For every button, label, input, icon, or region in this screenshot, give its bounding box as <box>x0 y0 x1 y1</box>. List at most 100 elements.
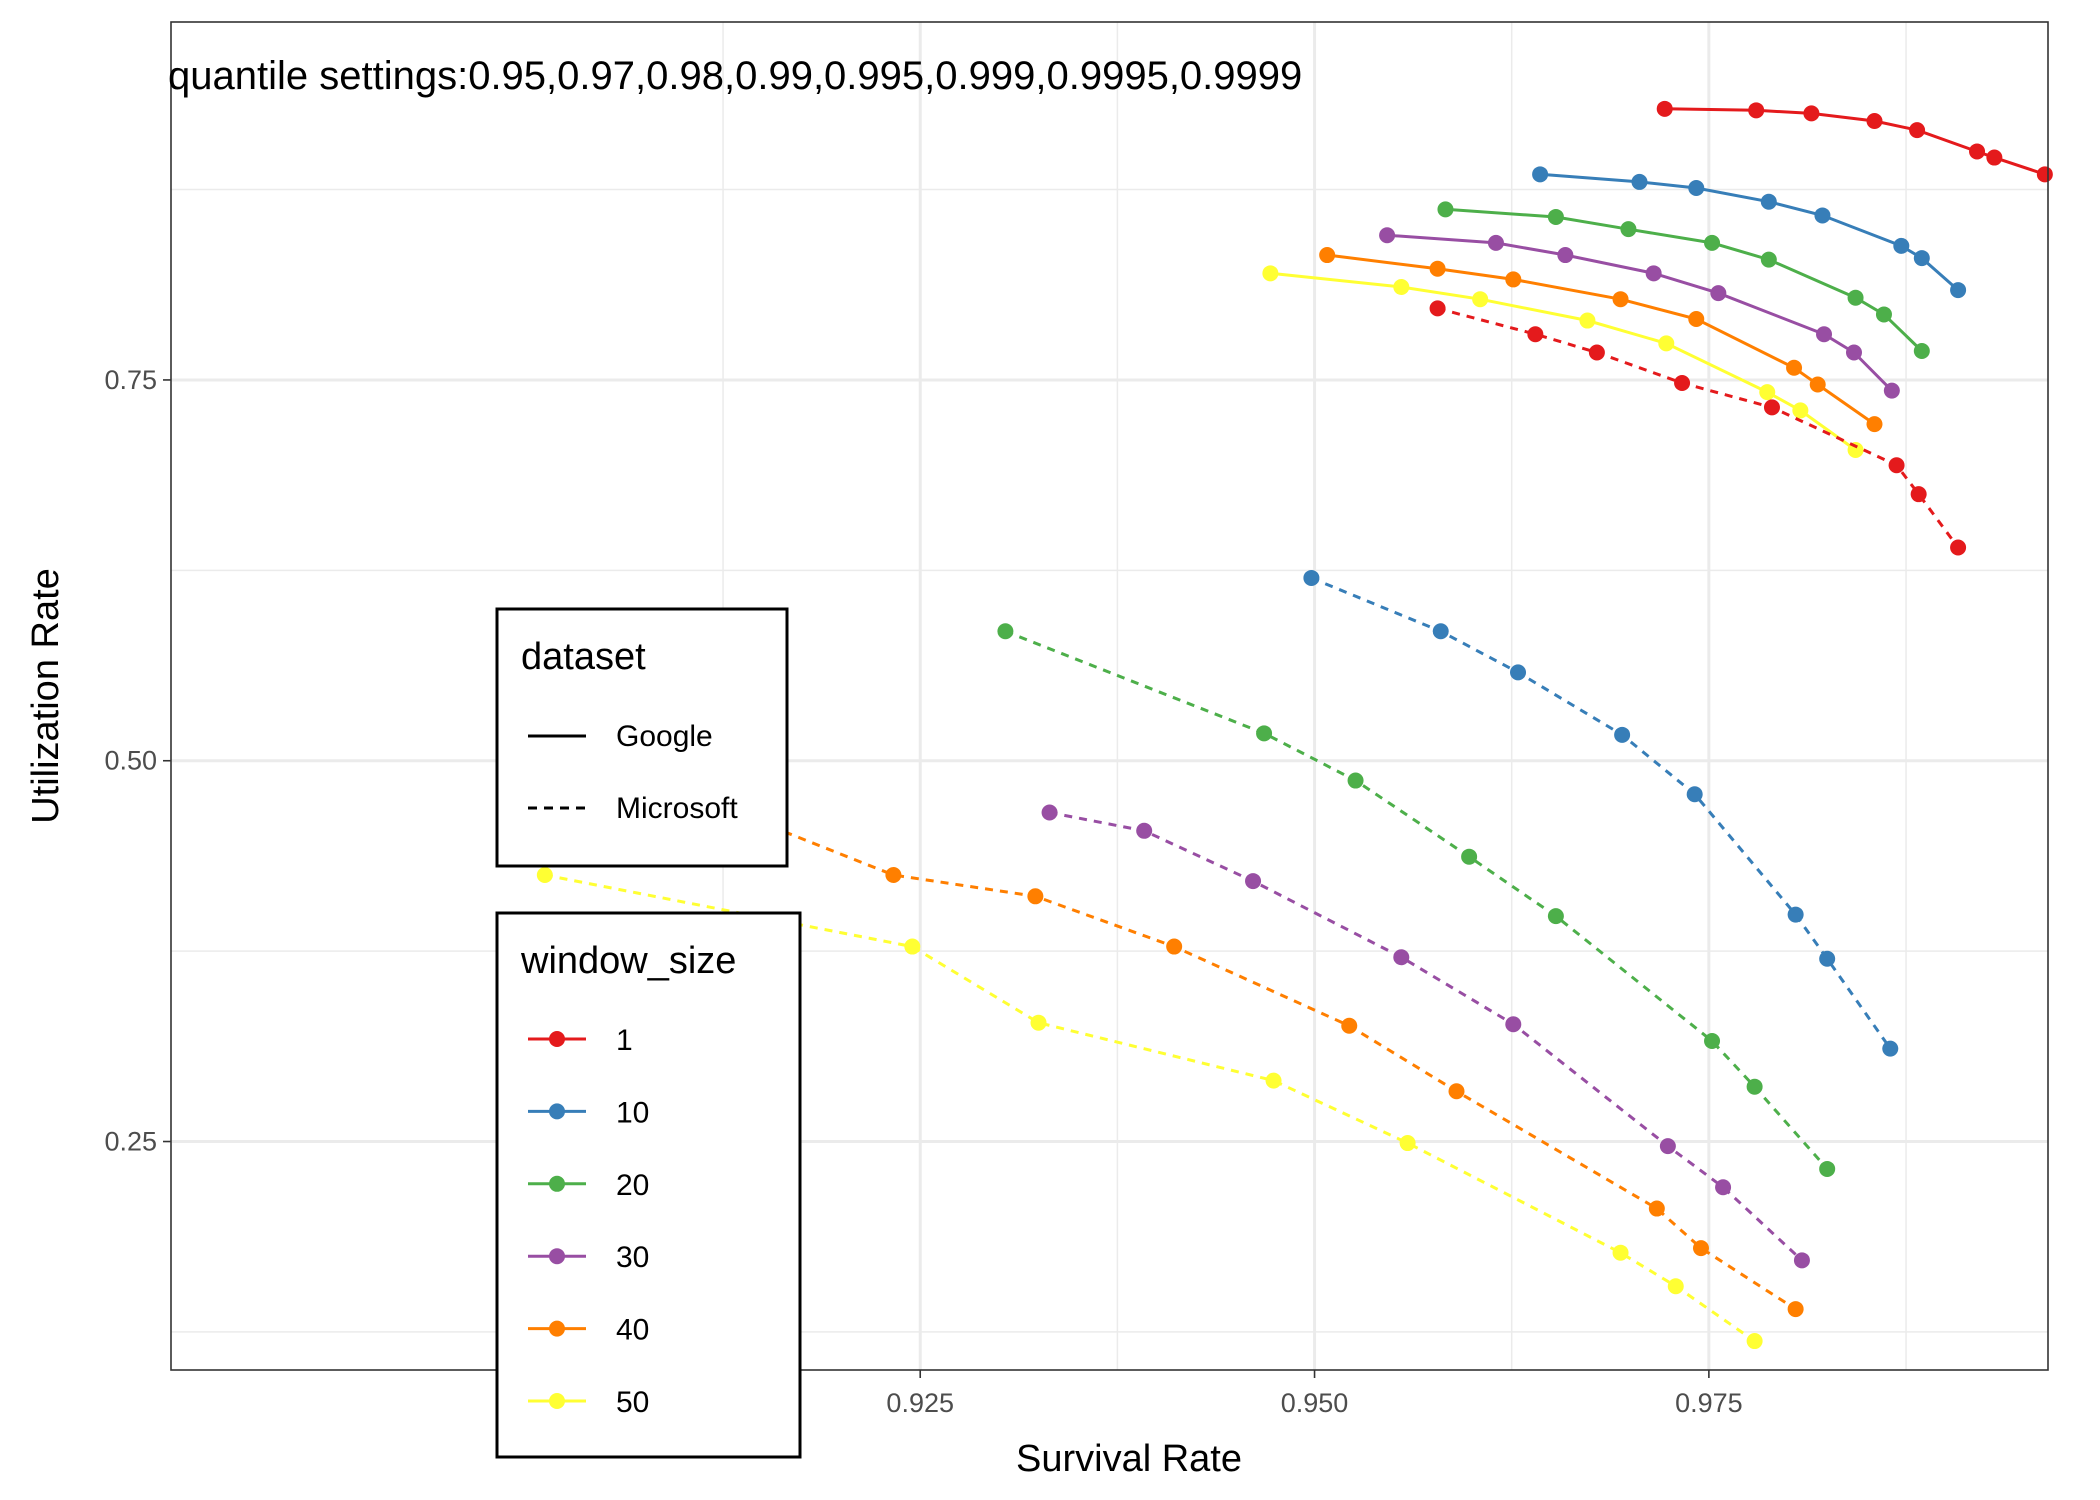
series-layer <box>536 100 2053 1350</box>
data-point <box>1913 343 1930 360</box>
data-point <box>885 866 902 883</box>
plot-panel-border <box>170 21 2049 1371</box>
data-point <box>1612 291 1629 308</box>
data-point <box>1845 344 1862 361</box>
data-point <box>1588 344 1605 361</box>
series-google-window-10 <box>1532 166 1967 299</box>
data-point <box>1645 265 1662 282</box>
legend-key-point-window-50 <box>549 1393 565 1409</box>
data-point <box>1614 726 1631 743</box>
legend-label-window-30: 30 <box>616 1241 649 1274</box>
data-point <box>1688 180 1705 197</box>
series-line <box>1004 629 1829 1170</box>
data-point <box>1950 282 1967 299</box>
legend-key-point-window-30 <box>549 1248 565 1265</box>
series-line <box>1310 576 1892 1050</box>
data-point <box>1612 1244 1629 1261</box>
legend-dataset-label-microsoft: Microsoft <box>616 792 738 825</box>
data-point <box>1265 1072 1282 1089</box>
data-point <box>1819 950 1836 967</box>
data-point <box>1715 1179 1732 1196</box>
data-point <box>1910 486 1927 503</box>
data-point <box>1792 402 1809 419</box>
data-point <box>1883 382 1900 399</box>
data-point <box>1399 1135 1416 1152</box>
series-microsoft-window-10 <box>1303 569 1899 1057</box>
data-point <box>536 866 553 883</box>
data-point <box>1893 237 1910 254</box>
data-point <box>1527 326 1544 343</box>
data-point <box>2036 166 2053 183</box>
data-point <box>1658 335 1675 352</box>
data-point <box>1429 300 1446 317</box>
data-point <box>1487 234 1504 251</box>
data-point <box>1461 848 1478 865</box>
data-point <box>1648 1200 1665 1217</box>
y-tick-label: 0.50 <box>104 746 157 776</box>
data-point <box>1875 306 1892 323</box>
data-point <box>1787 906 1804 923</box>
data-point <box>1760 251 1777 268</box>
data-point <box>1659 1138 1676 1155</box>
data-point <box>1505 1016 1522 1033</box>
series-microsoft-window-30 <box>1041 804 1810 1269</box>
legend-label-window-50: 50 <box>616 1386 649 1419</box>
data-point <box>1510 664 1527 681</box>
data-point <box>1631 173 1648 190</box>
data-point <box>1432 623 1449 640</box>
series-google-window-40 <box>1319 247 1883 433</box>
data-point <box>1909 122 1926 139</box>
series-microsoft-window-40 <box>762 818 1804 1318</box>
data-point <box>1030 1014 1047 1031</box>
y-axis-title: Utilization Rate <box>25 568 67 824</box>
data-point <box>1793 1252 1810 1269</box>
data-point <box>1674 374 1691 391</box>
series-line <box>544 873 1756 1343</box>
legend-label-window-1: 1 <box>616 1024 633 1057</box>
data-point <box>1393 949 1410 966</box>
data-point <box>1763 399 1780 416</box>
data-point <box>1786 359 1803 376</box>
data-point <box>1656 100 1673 117</box>
series-google-window-1 <box>1656 100 2053 183</box>
data-point <box>1819 1160 1836 1177</box>
data-point <box>1986 149 2003 166</box>
data-point <box>1262 265 1279 282</box>
data-point <box>1667 1278 1684 1295</box>
legend-window-size: window_size 1 10 20 30 40 50 <box>495 911 802 1459</box>
data-point <box>1816 326 1833 343</box>
data-point <box>1620 221 1637 238</box>
series-microsoft-window-50 <box>536 866 1763 1350</box>
data-point <box>1027 888 1044 905</box>
data-point <box>997 623 1014 640</box>
legend-label-window-40: 40 <box>616 1314 649 1347</box>
x-tick-label: 0.950 <box>1281 1388 1349 1418</box>
data-point <box>1341 1017 1358 1034</box>
data-point <box>1532 166 1549 183</box>
data-point <box>1547 208 1564 225</box>
data-point <box>1847 442 1864 459</box>
legend-key-point-window-40 <box>549 1320 565 1337</box>
series-google-window-50 <box>1262 265 1864 459</box>
legend-label-window-20: 20 <box>616 1169 649 1202</box>
data-point <box>1803 105 1820 122</box>
data-point <box>1847 289 1864 306</box>
x-axis-title: Survival Rate <box>1016 1438 1242 1480</box>
data-point <box>1809 376 1826 393</box>
legend-dataset-label-google: Google <box>616 720 713 753</box>
data-point <box>1787 1301 1804 1318</box>
data-point <box>1245 873 1262 890</box>
data-point <box>1557 247 1574 264</box>
legend-dataset: dataset Google Microsoft <box>495 607 789 868</box>
data-point <box>1303 569 1320 586</box>
data-point <box>1136 822 1153 839</box>
data-point <box>1429 260 1446 277</box>
data-point <box>1448 1083 1465 1100</box>
y-tick-label: 0.25 <box>104 1127 157 1157</box>
data-point <box>1760 193 1777 210</box>
y-tick-label: 0.75 <box>104 365 157 395</box>
data-point <box>1256 725 1273 742</box>
data-point <box>1166 938 1183 955</box>
